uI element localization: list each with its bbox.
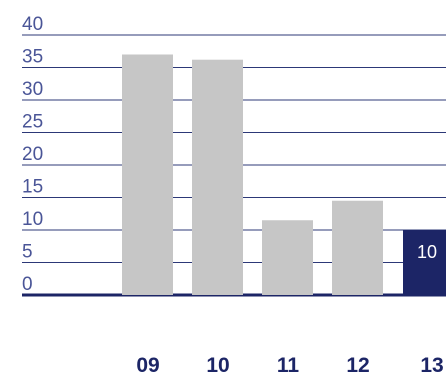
y-axis-tick-labels: 0 5 10 15 20 25 30 35 40 [22,14,43,295]
bar-11 [262,220,313,295]
data-label-13: 10 [417,242,437,262]
x-tick-label: 12 [346,354,369,377]
y-tick-label: 5 [22,242,33,263]
x-tick-label: 11 [277,354,300,377]
x-tick-label: 10 [206,354,229,377]
bars [122,54,446,296]
bar-13 [403,230,446,295]
bar-10 [192,59,243,296]
y-tick-label: 30 [22,79,43,100]
data-labels: 10 [417,242,437,262]
y-tick-label: 40 [22,14,43,35]
y-tick-label: 10 [22,209,43,230]
y-tick-label: 0 [22,274,33,295]
bar-09 [122,54,173,295]
x-tick-label: 13 [420,354,443,377]
bar-12 [332,200,383,295]
y-tick-label: 20 [22,144,43,165]
y-tick-label: 25 [22,112,43,133]
x-axis-tick-labels: 09 10 11 12 13 [136,354,443,377]
y-tick-label: 35 [22,47,43,68]
y-tick-label: 15 [22,177,43,198]
x-tick-label: 09 [136,354,159,377]
